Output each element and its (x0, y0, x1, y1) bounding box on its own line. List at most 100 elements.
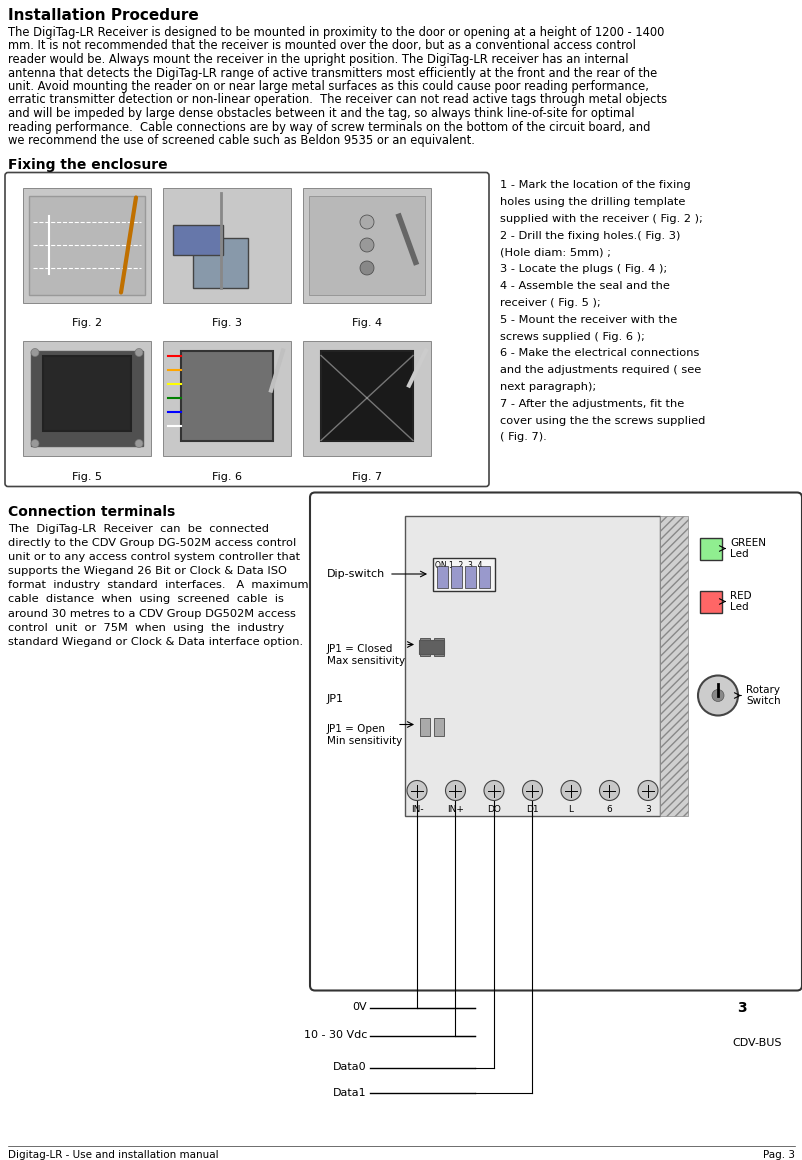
Text: 3 - Locate the plugs ( Fig. 4 );: 3 - Locate the plugs ( Fig. 4 ); (500, 264, 666, 275)
Text: and will be impeded by large dense obstacles between it and the tag, so always t: and will be impeded by large dense obsta… (8, 107, 634, 119)
Bar (659, 515, 687, 815)
Bar (23, 188, 151, 303)
Bar (419, 718, 429, 735)
Circle shape (135, 440, 143, 448)
Bar (302, 341, 431, 456)
Text: Fixing the enclosure: Fixing the enclosure (8, 158, 168, 172)
Bar (419, 639, 444, 653)
Text: cover using the the screws supplied: cover using the the screws supplied (500, 415, 704, 426)
Circle shape (407, 781, 427, 800)
Circle shape (359, 261, 374, 275)
Bar (419, 638, 429, 655)
Text: and the adjustments required ( see: and the adjustments required ( see (500, 365, 700, 376)
Text: antenna that detects the DigiTag-LR range of active transmitters most efficientl: antenna that detects the DigiTag-LR rang… (8, 66, 656, 80)
Text: mm. It is not recommended that the receiver is mounted over the door, but as a c: mm. It is not recommended that the recei… (8, 39, 635, 52)
Text: receiver ( Fig. 5 );: receiver ( Fig. 5 ); (500, 298, 600, 309)
Circle shape (561, 781, 581, 800)
Bar (699, 537, 721, 559)
Text: IN-: IN- (410, 805, 423, 813)
Text: directly to the CDV Group DG-502M access control: directly to the CDV Group DG-502M access… (8, 538, 296, 548)
Text: around 30 metres to a CDV Group DG502M access: around 30 metres to a CDV Group DG502M a… (8, 609, 295, 618)
Text: ( Fig. 7).: ( Fig. 7). (500, 433, 546, 442)
Bar (464, 566, 476, 587)
Text: JP1 = Closed
Max sensitivity: JP1 = Closed Max sensitivity (326, 645, 405, 666)
Bar (29, 196, 145, 295)
Bar (172, 225, 223, 254)
Text: Installation Procedure: Installation Procedure (8, 8, 199, 23)
Bar (23, 341, 151, 456)
Text: Connection terminals: Connection terminals (8, 506, 175, 520)
Bar (479, 566, 489, 587)
Text: Fig. 3: Fig. 3 (212, 319, 241, 328)
Circle shape (31, 440, 39, 448)
Text: L: L (568, 805, 573, 813)
Text: JP1 = Open
Min sensitivity: JP1 = Open Min sensitivity (326, 725, 402, 746)
Text: reader would be. Always mount the receiver in the upright position. The DigiTag-: reader would be. Always mount the receiv… (8, 53, 628, 66)
Text: D1: D1 (525, 805, 538, 813)
Circle shape (599, 781, 618, 800)
Text: Data0: Data0 (333, 1063, 367, 1073)
Text: standard Wiegand or Clock & Data interface option.: standard Wiegand or Clock & Data interfa… (8, 637, 302, 647)
Text: Dip-switch: Dip-switch (326, 570, 385, 579)
Circle shape (445, 781, 465, 800)
Text: format  industry  standard  interfaces.   A  maximum: format industry standard interfaces. A m… (8, 580, 308, 590)
Text: 1 - Mark the location of the fixing: 1 - Mark the location of the fixing (500, 181, 690, 190)
Text: 3: 3 (736, 1001, 746, 1015)
Circle shape (484, 781, 504, 800)
FancyBboxPatch shape (310, 493, 801, 991)
Text: holes using the drilling template: holes using the drilling template (500, 197, 685, 208)
Text: screws supplied ( Fig. 6 );: screws supplied ( Fig. 6 ); (500, 332, 644, 342)
Bar (699, 590, 721, 612)
Bar (309, 196, 424, 295)
Text: Fig. 6: Fig. 6 (212, 471, 241, 481)
Bar (31, 350, 143, 445)
Text: erratic transmitter detection or non-linear operation.  The receiver can not rea: erratic transmitter detection or non-lin… (8, 94, 666, 107)
Text: 2 - Drill the fixing holes.( Fig. 3): 2 - Drill the fixing holes.( Fig. 3) (500, 231, 679, 241)
FancyBboxPatch shape (5, 173, 488, 486)
Text: Fig. 4: Fig. 4 (351, 319, 382, 328)
Text: 3: 3 (644, 805, 650, 813)
Text: Fig. 5: Fig. 5 (72, 471, 102, 481)
Text: Data1: Data1 (333, 1088, 367, 1097)
Text: 0V: 0V (352, 1002, 367, 1013)
Text: next paragraph);: next paragraph); (500, 382, 596, 392)
Text: JP1: JP1 (326, 694, 343, 703)
Text: 7 - After the adjustments, fit the: 7 - After the adjustments, fit the (500, 399, 683, 409)
Text: GREEN
Led: GREEN Led (729, 538, 765, 559)
Bar (43, 355, 131, 430)
Text: unit. Avoid mounting the reader on or near large metal surfaces as this could ca: unit. Avoid mounting the reader on or ne… (8, 80, 648, 93)
Text: ON 1  2  3  4: ON 1 2 3 4 (435, 561, 482, 571)
Bar (180, 350, 273, 441)
Text: control  unit  or  75M  when  using  the  industry: control unit or 75M when using the indus… (8, 623, 284, 633)
Text: 4 - Assemble the seal and the: 4 - Assemble the seal and the (500, 281, 669, 291)
Bar (433, 718, 444, 735)
Bar (436, 566, 448, 587)
Circle shape (31, 348, 39, 356)
Circle shape (638, 781, 657, 800)
Text: Rotary
Switch: Rotary Switch (745, 684, 780, 706)
Text: unit or to any access control system controller that: unit or to any access control system con… (8, 552, 300, 561)
Text: CDV-BUS: CDV-BUS (731, 1038, 781, 1049)
Text: 10 - 30 Vdc: 10 - 30 Vdc (303, 1030, 367, 1041)
Text: supports the Wiegand 26 Bit or Clock & Data ISO: supports the Wiegand 26 Bit or Clock & D… (8, 566, 286, 577)
Bar (302, 188, 431, 303)
Bar (192, 238, 248, 288)
Text: 5 - Mount the receiver with the: 5 - Mount the receiver with the (500, 314, 676, 325)
Circle shape (711, 689, 723, 702)
Bar (433, 638, 444, 655)
Bar (163, 341, 290, 456)
Text: 6 - Make the electrical connections: 6 - Make the electrical connections (500, 348, 699, 358)
Text: 6: 6 (606, 805, 612, 813)
Text: RED
Led: RED Led (729, 590, 751, 612)
Circle shape (359, 215, 374, 229)
Bar (321, 350, 412, 441)
Text: Digitag-LR - Use and installation manual: Digitag-LR - Use and installation manual (8, 1150, 218, 1160)
Text: DO: DO (487, 805, 500, 813)
Text: supplied with the receiver ( Fig. 2 );: supplied with the receiver ( Fig. 2 ); (500, 215, 702, 224)
Bar (432, 558, 494, 590)
Bar (451, 566, 461, 587)
Text: The DigiTag-LR Receiver is designed to be mounted in proximity to the door or op: The DigiTag-LR Receiver is designed to b… (8, 26, 663, 39)
Text: (Hole diam: 5mm) ;: (Hole diam: 5mm) ; (500, 248, 610, 258)
Text: Fig. 2: Fig. 2 (72, 319, 102, 328)
Circle shape (697, 675, 737, 716)
